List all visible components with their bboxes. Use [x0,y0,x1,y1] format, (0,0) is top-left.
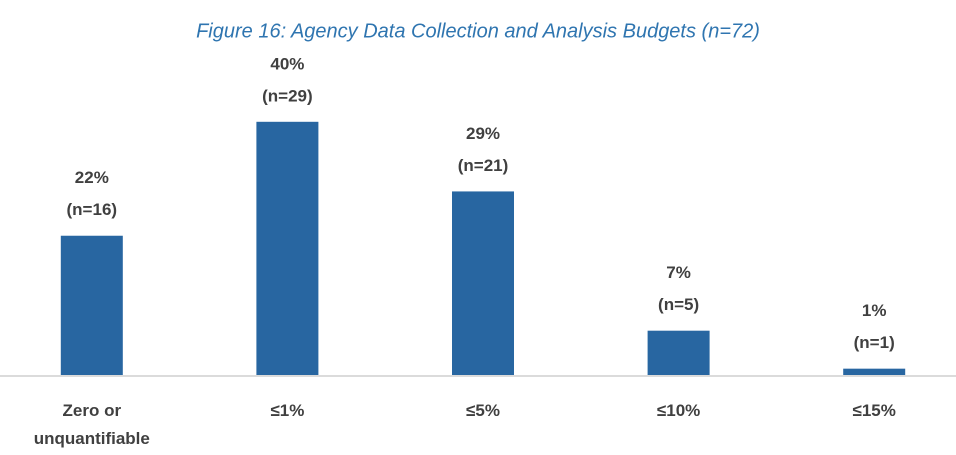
bar [843,368,906,375]
x-tick-label: Zero or unquantifiable [33,401,150,448]
bar [60,235,123,375]
bar [647,330,710,375]
bar [256,121,319,375]
count-label: (n=1) [854,333,895,352]
count-label: (n=21) [458,156,509,175]
count-label: (n=5) [658,295,699,314]
value-label: 29% [466,124,500,143]
count-label: (n=16) [67,200,118,219]
value-label: 7% [666,263,691,282]
x-tick-label: ≤5% [466,401,500,420]
x-tick-label: ≤15% [852,401,896,420]
x-tick-label: ≤10% [656,401,701,420]
value-label: 40% [270,54,304,73]
x-tick-label: ≤1% [270,401,305,420]
value-label: 1% [862,301,887,320]
count-label: (n=29) [262,86,313,105]
chart-title: Figure 16: Agency Data Collection and An… [196,20,760,42]
value-label: 22% [75,168,109,187]
bar [452,191,514,375]
